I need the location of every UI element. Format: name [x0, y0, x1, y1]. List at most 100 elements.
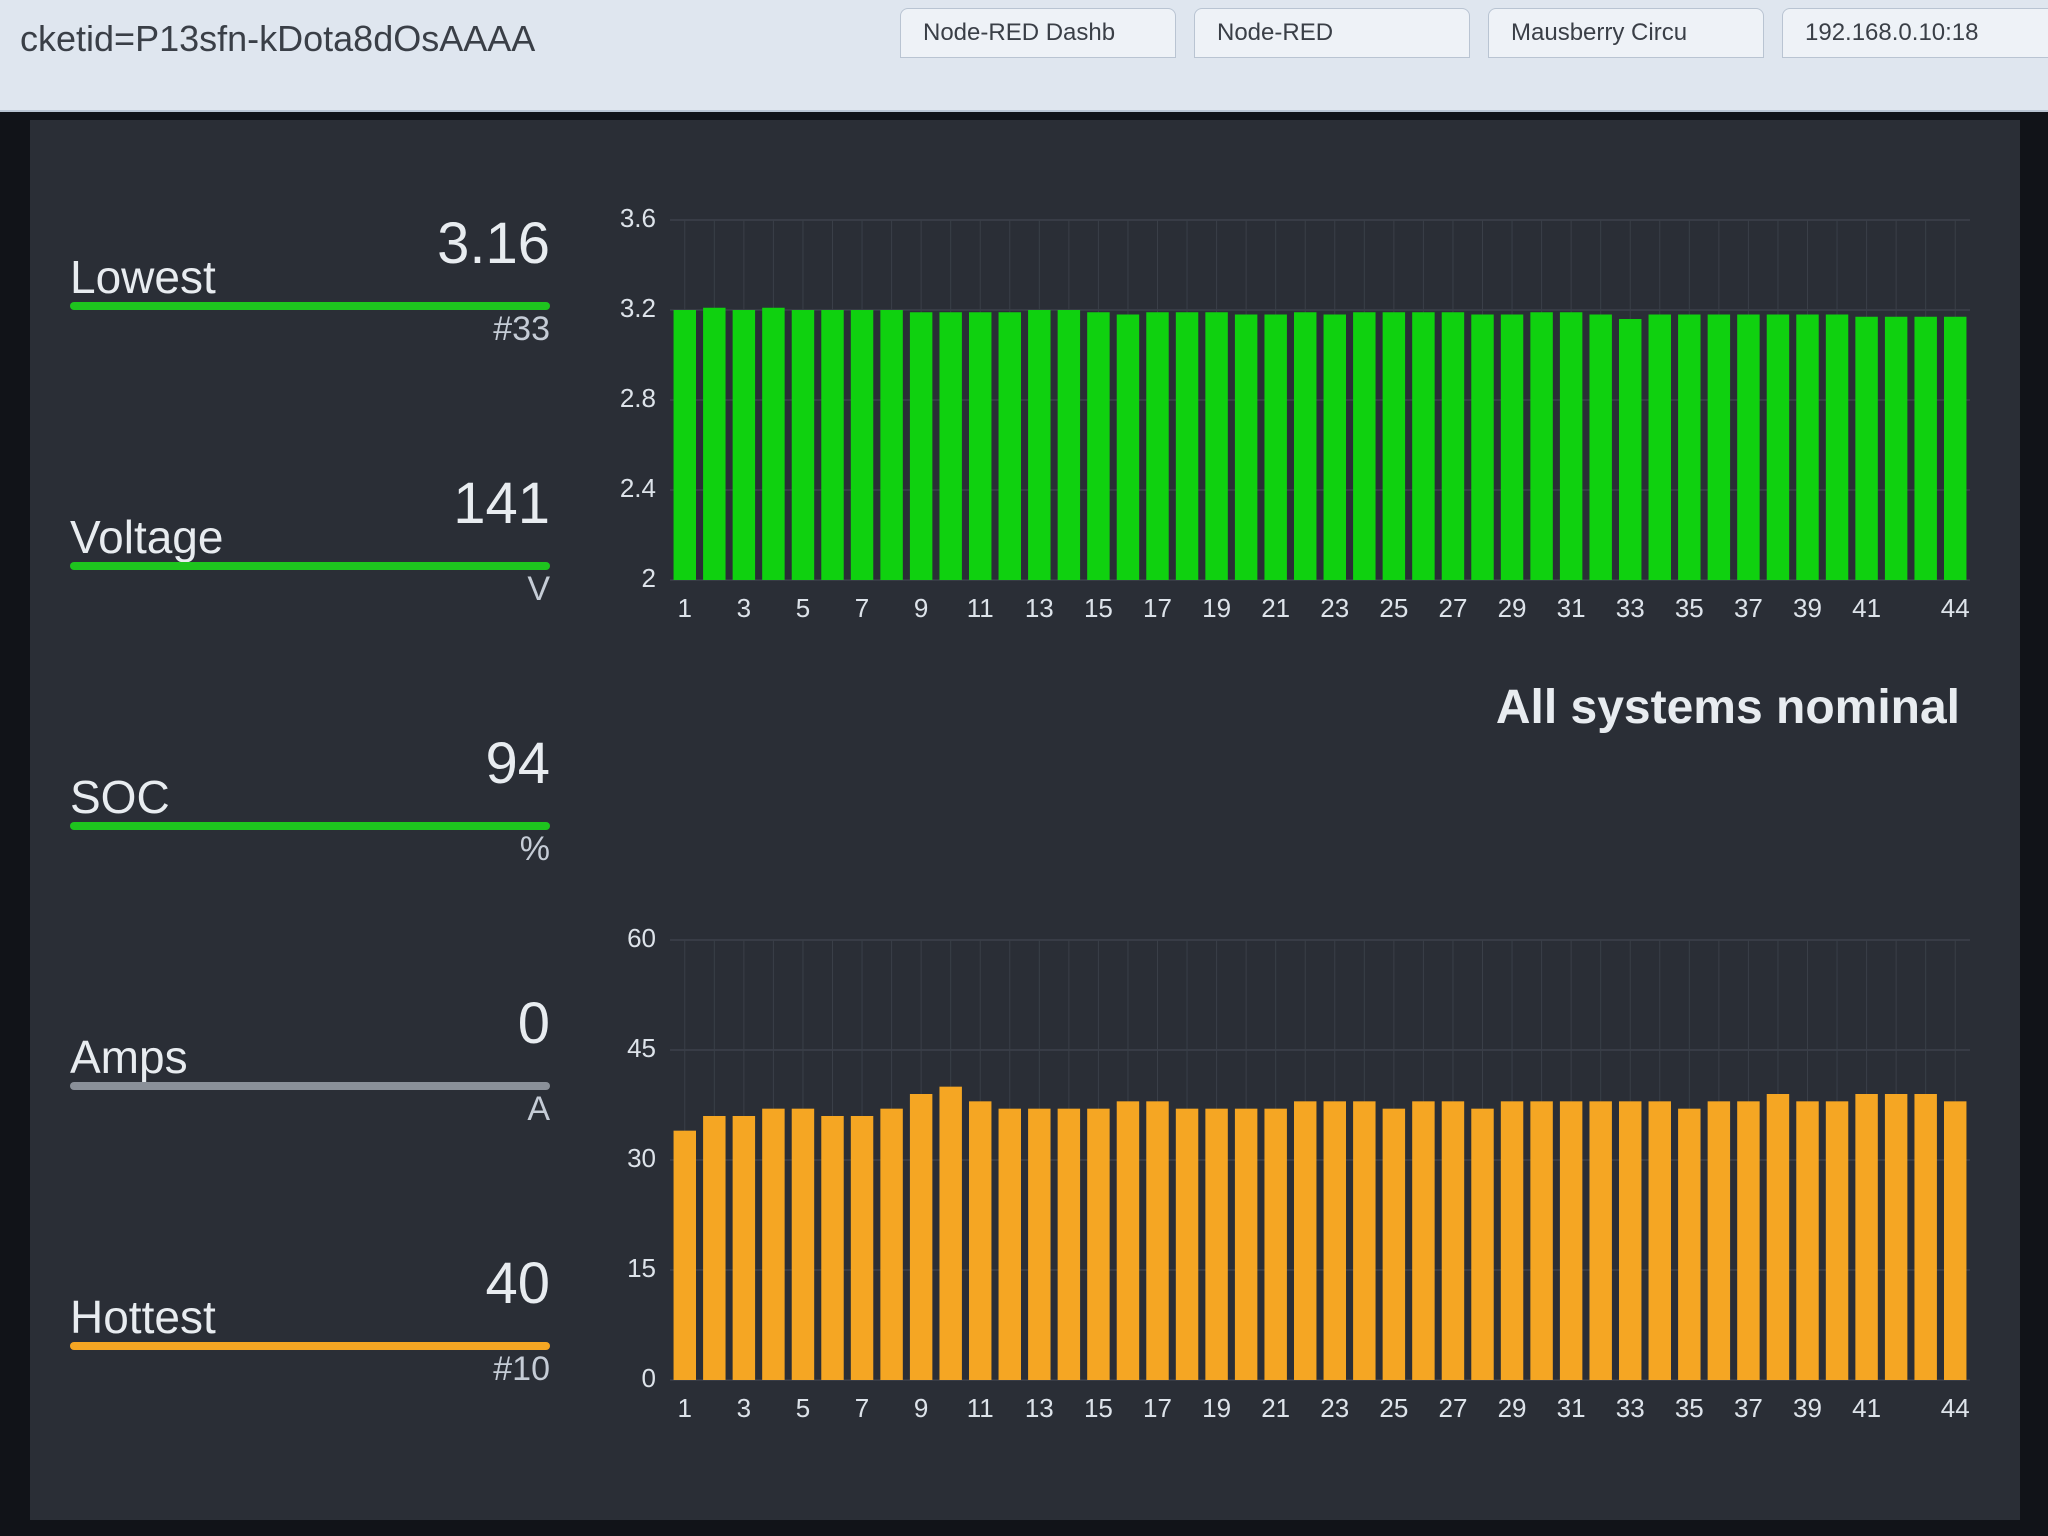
- y-tick-label: 2: [642, 563, 656, 593]
- bar: [673, 310, 696, 580]
- bar: [1559, 1101, 1583, 1380]
- x-tick-label: 39: [1793, 1393, 1822, 1423]
- bar: [1205, 312, 1228, 580]
- bar: [1944, 316, 1967, 580]
- bar: [880, 310, 903, 580]
- x-tick-label: 23: [1320, 1393, 1349, 1423]
- x-tick-label: 5: [796, 1393, 810, 1423]
- bar: [1116, 314, 1140, 580]
- x-tick-label: 25: [1379, 1393, 1408, 1423]
- gauge-bar: [70, 1342, 550, 1350]
- bar: [1057, 1108, 1081, 1380]
- gauge-label: SOC: [70, 771, 170, 823]
- bar: [939, 312, 962, 580]
- bar: [1441, 1101, 1465, 1380]
- gauge-label: Hottest: [70, 1291, 216, 1343]
- url-text[interactable]: cketid=P13sfn-kDota8dOsAAAA: [20, 18, 536, 59]
- tab[interactable]: Node-RED Dashb: [900, 8, 1176, 58]
- bar: [1323, 1101, 1346, 1380]
- bar: [791, 310, 815, 580]
- x-tick-label: 35: [1675, 1393, 1704, 1423]
- y-tick-label: 3.2: [620, 293, 656, 323]
- bar: [1678, 1108, 1701, 1380]
- x-tick-label: 17: [1143, 1393, 1172, 1423]
- gauge: Lowest 3.16 #33: [70, 180, 550, 440]
- x-tick-label: 44: [1941, 593, 1970, 623]
- bar: [1353, 312, 1376, 580]
- bar: [1530, 1101, 1553, 1380]
- bar: [909, 312, 933, 580]
- gauge-bar: [70, 562, 550, 570]
- y-tick-label: 2.8: [620, 383, 656, 413]
- x-tick-label: 7: [855, 1393, 869, 1423]
- bar: [791, 1108, 815, 1380]
- tab[interactable]: 192.168.0.10:18: [1782, 8, 2048, 58]
- bar: [1087, 1108, 1110, 1380]
- x-tick-label: 27: [1438, 593, 1467, 623]
- bar: [1500, 314, 1524, 580]
- charts: 22.42.83.23.61 3 5 7 9 11 13 15 17 19 21 23 25 27 29 31…: [620, 203, 1970, 1423]
- x-tick-label: 1: [678, 593, 692, 623]
- bar: [1234, 314, 1258, 580]
- bar: [1619, 1101, 1642, 1380]
- bar: [1471, 314, 1494, 580]
- gauge-label: Amps: [70, 1031, 188, 1083]
- x-tick-label: 31: [1557, 1393, 1586, 1423]
- bar: [1766, 1094, 1790, 1380]
- x-tick-label: 3: [737, 593, 751, 623]
- bar: [969, 312, 992, 580]
- bar: [673, 1130, 696, 1380]
- bar: [821, 310, 844, 580]
- x-tick-label: 35: [1675, 593, 1704, 623]
- bar: [1825, 314, 1849, 580]
- x-tick-label: 13: [1025, 593, 1054, 623]
- bar: [1884, 1094, 1908, 1380]
- bar: [1559, 312, 1583, 580]
- gauge: Amps 0 A: [70, 960, 550, 1220]
- x-tick-label: 7: [855, 593, 869, 623]
- x-tick-label: 25: [1379, 593, 1408, 623]
- bar: [998, 1108, 1021, 1380]
- bar: [1412, 1101, 1435, 1380]
- bar: [762, 307, 785, 580]
- bar: [880, 1108, 903, 1380]
- tab[interactable]: Node-RED: [1194, 8, 1470, 58]
- bar: [1205, 1108, 1228, 1380]
- gauge-value: 141: [453, 471, 550, 536]
- bar: [1294, 312, 1317, 580]
- bar: [1884, 316, 1908, 580]
- bar: [1028, 1108, 1051, 1380]
- bar: [850, 1116, 874, 1380]
- bar: [1116, 1101, 1140, 1380]
- x-tick-label: 33: [1616, 593, 1645, 623]
- bar: [1648, 314, 1671, 580]
- gauge-unit: V: [527, 570, 550, 608]
- x-tick-label: 5: [796, 593, 810, 623]
- x-tick-label: 9: [914, 1393, 928, 1423]
- bar: [1855, 316, 1878, 580]
- x-tick-label: 37: [1734, 1393, 1763, 1423]
- x-tick-label: 27: [1438, 1393, 1467, 1423]
- bar: [1412, 312, 1435, 580]
- bar: [1914, 1094, 1937, 1380]
- gauge-value: 94: [485, 731, 550, 796]
- tab-strip: Node-RED Dashb Node-RED Mausberry Circu …: [900, 8, 2048, 58]
- x-tick-label: 11: [967, 1393, 994, 1423]
- tab[interactable]: Mausberry Circu: [1488, 8, 1764, 58]
- bar: [732, 1116, 756, 1380]
- x-tick-label: 15: [1084, 593, 1113, 623]
- gauge: SOC 94%: [70, 700, 550, 960]
- bar: [998, 312, 1021, 580]
- y-tick-label: 15: [627, 1253, 656, 1283]
- browser-bar: cketid=P13sfn-kDota8dOsAAAA Node-RED Das…: [0, 0, 2048, 112]
- bar: [1382, 1108, 1406, 1380]
- y-tick-label: 60: [627, 923, 656, 953]
- bar: [1737, 314, 1760, 580]
- x-tick-label: 29: [1498, 1393, 1527, 1423]
- bar: [1353, 1101, 1376, 1380]
- bar: [1678, 314, 1701, 580]
- gauge-bar: [70, 1082, 550, 1090]
- gauge-bar: [70, 302, 550, 310]
- bar: [1589, 314, 1612, 580]
